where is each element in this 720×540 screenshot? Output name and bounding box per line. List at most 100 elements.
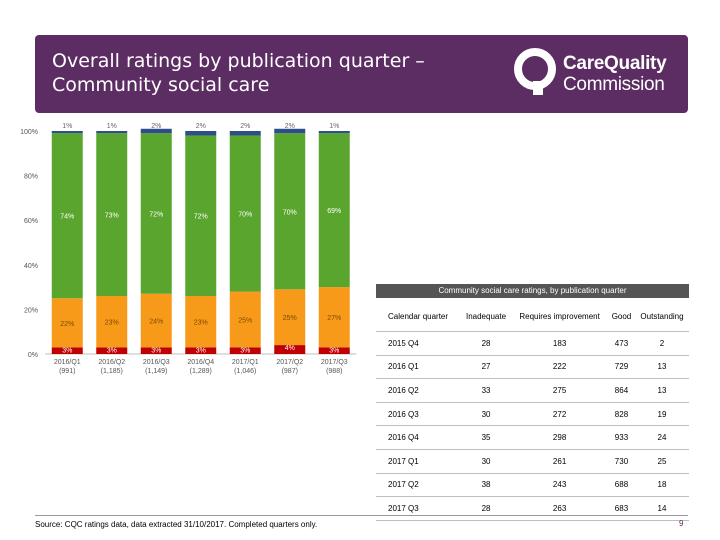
table-row: 2016 Q2 33 275 864 13: [376, 378, 689, 403]
table-row: 2016 Q3 30 272 828 19: [376, 402, 689, 427]
source-note: Source: CQC ratings data, data extracted…: [35, 520, 318, 529]
y-tick-label: 20%: [24, 307, 38, 314]
requires-improvement-data-label: 22%: [60, 321, 74, 328]
good-data-label: 72%: [149, 212, 163, 219]
title-banner: Overall ratings by publication quarter –…: [35, 35, 688, 113]
table-cell: 2017 Q3: [376, 496, 461, 521]
outstanding-data-label: 2%: [285, 123, 295, 130]
column-header: Calendar quarter: [376, 301, 461, 332]
table-cell: 2015 Q4: [376, 331, 461, 356]
table-header-row: Calendar quarter Inadequate Requires impro…: [376, 301, 689, 332]
inadequate-bar: [274, 345, 306, 354]
outstanding-bar: [318, 131, 350, 134]
good-bar: [185, 135, 217, 297]
requires-improvement-data-label: 27%: [327, 315, 341, 322]
table-cell: 19: [634, 402, 689, 427]
good-data-label: 69%: [327, 208, 341, 215]
table-cell: 27: [460, 355, 512, 380]
x-tick-label: (991): [59, 368, 75, 375]
inadequate-bar: [318, 347, 350, 354]
requires-improvement-bar: [96, 296, 128, 348]
table-cell: 13: [634, 355, 689, 380]
inadequate-bar: [185, 347, 217, 354]
good-data-label: 70%: [283, 209, 297, 216]
y-tick-label: 100%: [20, 129, 38, 136]
table-cell: 183: [511, 331, 608, 356]
table-cell: 730: [607, 449, 635, 474]
outstanding-data-label: 2%: [240, 123, 250, 130]
x-tick-label: 2016/Q1: [54, 359, 81, 366]
table-cell: 2016 Q1: [376, 355, 461, 380]
table-cell: 2017 Q1: [376, 449, 461, 474]
requires-improvement-bar: [318, 287, 350, 348]
outstanding-bar: [140, 128, 172, 134]
good-data-label: 70%: [238, 212, 252, 219]
table-cell: 28: [460, 496, 512, 521]
inadequate-data-label: 4%: [285, 345, 295, 352]
column-header: Requires improvement: [511, 301, 608, 332]
table-cell: 33: [460, 378, 512, 403]
table-cell: 14: [634, 496, 689, 521]
outstanding-bar: [96, 131, 128, 134]
y-tick-label: 0%: [28, 352, 38, 359]
table-cell: 2016 Q2: [376, 378, 461, 403]
x-tick-label: 2016/Q3: [143, 359, 170, 366]
inadequate-data-label: 3%: [107, 347, 117, 354]
requires-improvement-data-label: 25%: [238, 317, 252, 324]
y-tick-label: 40%: [24, 263, 38, 270]
table-row: 2015 Q4 28 183 473 2: [376, 331, 689, 356]
x-tick-label: (1,185): [101, 368, 123, 375]
stacked-bar-chart: 0% 20% 40% 60% 80% 100% 3% 22% 74% 1% 2016/Q1 (991)…: [20, 123, 357, 375]
table-row: 2016 Q1 27 222 729 13: [376, 355, 689, 380]
table-cell: 688: [607, 473, 635, 498]
inadequate-bar: [140, 347, 172, 354]
y-tick-label: 80%: [24, 174, 38, 181]
table-title: Community social care ratings, by public…: [376, 284, 689, 298]
requires-improvement-bar: [229, 291, 261, 348]
table-cell: 828: [607, 402, 635, 427]
outstanding-bar: [185, 131, 217, 136]
footer-divider: [35, 515, 688, 516]
table-cell: 243: [511, 473, 608, 498]
inadequate-bar: [51, 347, 83, 354]
column-header: Outstanding: [634, 301, 689, 332]
page-number: 9: [679, 519, 684, 528]
x-tick-label: (1,289): [190, 368, 212, 375]
outstanding-bar: [229, 131, 261, 136]
table-cell: 473: [607, 331, 635, 356]
outstanding-data-label: 2%: [196, 123, 206, 130]
table-cell: 2016 Q4: [376, 425, 461, 450]
table-cell: 222: [511, 355, 608, 380]
requires-improvement-bar: [274, 289, 306, 346]
requires-improvement-bar: [51, 298, 83, 348]
table-cell: 298: [511, 425, 608, 450]
requires-improvement-data-label: 23%: [194, 320, 208, 327]
outstanding-bar: [51, 131, 83, 134]
table-cell: 25: [634, 449, 689, 474]
page-title: Overall ratings by publication quarter –…: [52, 50, 425, 96]
table-cell: 18: [634, 473, 689, 498]
table-cell: 2016 Q3: [376, 402, 461, 427]
table-cell: 2: [634, 331, 689, 356]
good-data-label: 74%: [60, 214, 74, 221]
logo-line-1: CareQuality: [563, 53, 667, 74]
table-cell: 38: [460, 473, 512, 498]
outstanding-data-label: 1%: [62, 123, 72, 130]
inadequate-data-label: 3%: [196, 347, 206, 354]
ratings-table: Calendar quarter Inadequate Requires impro…: [376, 301, 689, 521]
outstanding-data-label: 1%: [329, 123, 339, 130]
table-cell: 2017 Q2: [376, 473, 461, 498]
x-tick-label: (988): [326, 368, 342, 375]
table-cell: 261: [511, 449, 608, 474]
x-tick-label: (1,149): [145, 368, 167, 375]
x-tick-label: (987): [282, 368, 298, 375]
table-row: 2017 Q1 30 261 730 25: [376, 449, 689, 474]
table-cell: 24: [634, 425, 689, 450]
requires-improvement-data-label: 24%: [149, 319, 163, 326]
table-cell: 729: [607, 355, 635, 380]
good-bar: [51, 133, 83, 299]
outstanding-bar: [274, 128, 306, 134]
x-tick-label: 2016/Q4: [187, 359, 214, 366]
table-cell: 35: [460, 425, 512, 450]
table-cell: 683: [607, 496, 635, 521]
